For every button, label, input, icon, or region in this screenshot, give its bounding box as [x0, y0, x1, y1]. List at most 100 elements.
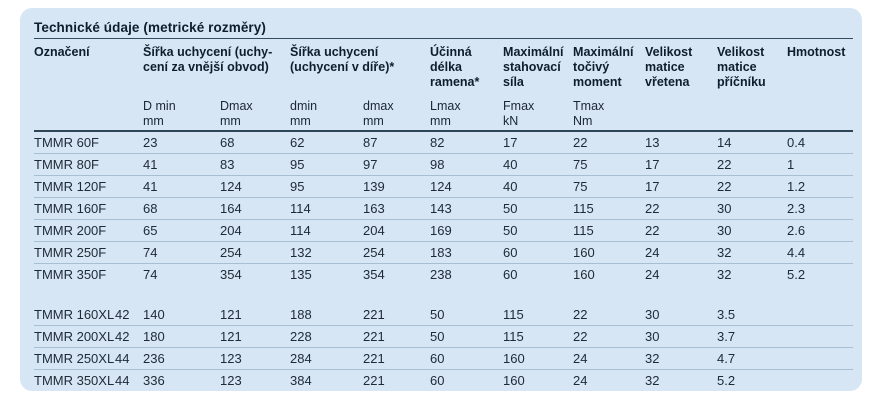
value-cell: 32: [645, 347, 718, 370]
value-cell: 1.2: [787, 175, 854, 198]
table-row: TMMR 250XL 44 236 123 284 221 60 160 24 32 4.7: [34, 347, 854, 370]
value-cell: 238: [430, 267, 452, 282]
value-cell: 284: [290, 347, 364, 370]
value-cell: 204: [363, 219, 431, 242]
col-header-ucinna-delka-ramena: Účinná délka ramena*: [430, 45, 480, 89]
col-header-oznaceni: Označení: [34, 45, 90, 59]
value-cell: 4.7: [717, 347, 788, 370]
value-cell: 42: [115, 325, 144, 348]
table-row: TMMR 120F 41 124 95 139 124 40 75 17 22 1.2: [34, 175, 854, 198]
col-header-hmotnost: Hmotnost: [787, 45, 846, 59]
value-cell: 183: [430, 241, 504, 264]
value-cell: 40: [503, 175, 574, 198]
model-cell: TMMR 120F: [34, 175, 115, 198]
value-cell: 24: [573, 373, 588, 388]
value-cell: 180: [143, 325, 221, 348]
subheader-d-max: Dmax mm: [220, 96, 291, 132]
value-cell: 123: [220, 347, 291, 370]
value-cell: 2.3: [787, 197, 854, 220]
value-cell: 1: [787, 153, 854, 176]
value-cell: 24: [573, 347, 646, 370]
value-cell: 221: [363, 373, 385, 388]
value-cell: 160: [503, 347, 574, 370]
value-cell: 62: [290, 131, 364, 154]
subheader-spacer: [717, 96, 788, 132]
table-row: TMMR 160XL 42 140 121 188 221 50 115 22 30 3.5: [34, 304, 854, 326]
value-cell: 228: [290, 325, 364, 348]
value-cell: 60: [503, 267, 518, 282]
value-cell: 384: [290, 373, 312, 388]
value-cell: [787, 370, 853, 392]
value-cell: 30: [717, 219, 788, 242]
value-cell: 75: [573, 175, 646, 198]
technical-data-table: Označení Šířka uchycení (uchy- cení za v…: [34, 39, 854, 392]
value-cell: 121: [220, 304, 291, 326]
value-cell: 140: [143, 304, 221, 326]
table-row: TMMR 350F 74 354 135 354 238 60 160 24 32 5.2: [34, 264, 853, 286]
value-cell: 221: [363, 325, 431, 348]
value-cell: 50: [430, 304, 504, 326]
subheader-spacer: [787, 96, 854, 132]
value-cell: [787, 304, 854, 326]
value-cell: 32: [645, 373, 660, 388]
subheader-dmin-bore: dmin mm: [290, 96, 364, 132]
col-header-velikost-matice-pricniku: Velikost matice příčníku: [717, 45, 766, 89]
value-cell: 336: [143, 373, 165, 388]
value-cell: 160: [503, 373, 525, 388]
value-cell: 98: [430, 153, 504, 176]
value-cell: 3.5: [717, 304, 788, 326]
model-cell: TMMR 350XL: [34, 373, 115, 388]
value-cell: 22: [573, 325, 646, 348]
value-cell: 0.4: [787, 131, 854, 154]
value-cell: [787, 325, 854, 348]
table-row: TMMR 200F 65 204 114 204 169 50 115 22 30 2.6: [34, 219, 854, 242]
model-cell: TMMR 80F: [34, 153, 115, 176]
value-cell: 68: [220, 131, 291, 154]
value-cell: 30: [717, 197, 788, 220]
col-header-maximalni-stahovaci-sila: Maximální stahovací síla: [503, 45, 564, 89]
table-row: TMMR 250F 74 254 132 254 183 60 160 24 32 4.4: [34, 241, 854, 264]
value-cell: 82: [430, 131, 504, 154]
value-cell: 24: [645, 267, 660, 282]
model-cell: TMMR 160XL: [34, 304, 115, 326]
value-cell: [115, 264, 143, 286]
value-cell: [115, 241, 144, 264]
value-cell: 50: [503, 197, 574, 220]
value-cell: 160: [573, 267, 595, 282]
value-cell: 75: [573, 153, 646, 176]
model-cell: TMMR 200F: [34, 219, 115, 242]
model-cell: TMMR 350F: [34, 267, 107, 282]
value-cell: 95: [290, 153, 364, 176]
value-cell: 5.2: [717, 373, 736, 388]
value-cell: 114: [290, 197, 364, 220]
value-cell: 17: [645, 153, 718, 176]
value-cell: 22: [573, 131, 646, 154]
value-cell: 115: [573, 197, 646, 220]
value-cell: 50: [503, 219, 574, 242]
value-cell: 23: [143, 131, 221, 154]
value-cell: 22: [645, 219, 718, 242]
header-row: Označení Šířka uchycení (uchy- cení za v…: [34, 39, 853, 96]
model-cell: TMMR 160F: [34, 197, 115, 220]
col-header-velikost-matice-vretena: Velikost matice vřetena: [645, 45, 693, 89]
value-cell: [115, 175, 144, 198]
value-cell: 22: [573, 304, 646, 326]
value-cell: 188: [290, 304, 364, 326]
model-cell: TMMR 200XL: [34, 325, 115, 348]
value-cell: 114: [290, 219, 364, 242]
title-rule: [34, 38, 853, 39]
value-cell: 32: [717, 241, 788, 264]
model-cell: TMMR 250XL: [34, 347, 115, 370]
value-cell: 50: [430, 325, 504, 348]
value-cell: 60: [430, 347, 504, 370]
value-cell: 143: [430, 197, 504, 220]
value-cell: 44: [115, 347, 144, 370]
value-cell: 40: [503, 153, 574, 176]
value-cell: 4.4: [787, 241, 854, 264]
value-cell: 22: [717, 175, 788, 198]
subheader-row: D min mm Dmax mm dmin mm dmax mm Lmax mm…: [34, 96, 854, 132]
table-row: TMMR 80F 41 83 95 97 98 40 75 17 22 1: [34, 153, 854, 176]
value-cell: 65: [143, 219, 221, 242]
value-cell: 254: [220, 241, 291, 264]
value-cell: 163: [363, 197, 431, 220]
